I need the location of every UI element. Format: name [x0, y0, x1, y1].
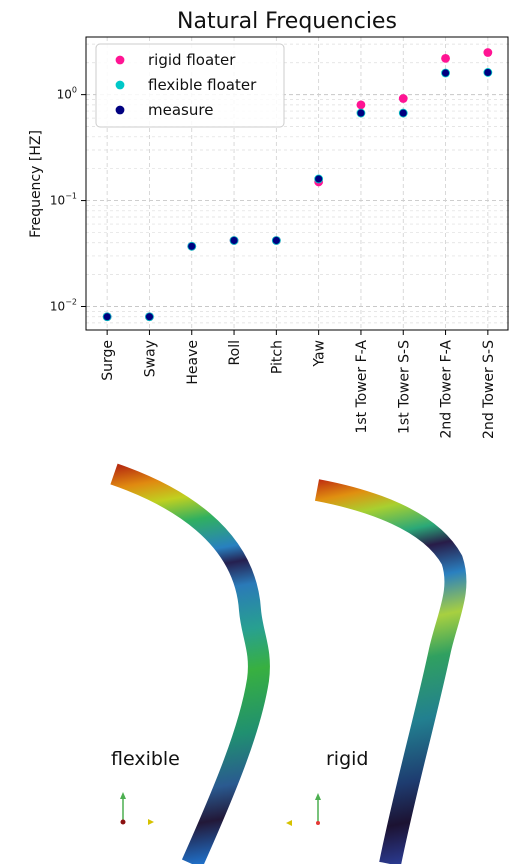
- rigid-label: rigid: [326, 748, 369, 770]
- chart-title: Natural Frequencies: [177, 9, 397, 34]
- x-tick-label: Surge: [100, 340, 116, 381]
- flexible-label: flexible: [111, 748, 180, 770]
- y-tick-label: 10−2: [50, 297, 77, 313]
- data-point: [188, 242, 196, 250]
- x-tick-label: 1st Tower F-A: [354, 340, 370, 434]
- data-point: [230, 236, 238, 245]
- x-tick-label: Roll: [227, 340, 243, 365]
- legend-marker: [115, 80, 125, 90]
- y-axis-label: Frequency [HZ]: [28, 130, 44, 238]
- axis-triad-rigid: [286, 793, 321, 826]
- data-point: [315, 175, 323, 183]
- data-point: [441, 69, 450, 77]
- rigid-mode-shape: [314, 479, 467, 864]
- data-marks: [102, 48, 493, 322]
- data-point: [103, 313, 111, 321]
- data-point: [441, 53, 450, 63]
- legend-box: [95, 43, 285, 128]
- x-tick-label: Heave: [185, 340, 201, 385]
- data-point: [484, 68, 492, 77]
- x-tick-label: Sway: [142, 340, 158, 377]
- plot-frame: [85, 36, 509, 331]
- y-tick-label: 100: [57, 86, 77, 102]
- data-point: [272, 236, 280, 245]
- data-point: [398, 94, 408, 103]
- data-point: [357, 109, 365, 117]
- data-point: [483, 48, 493, 57]
- flexible-mode-shape: [110, 463, 270, 864]
- data-point: [356, 100, 366, 110]
- legend-label: measure: [148, 101, 213, 119]
- legend-marker: [115, 105, 125, 115]
- x-tick-label: 2nd Tower F-A: [439, 340, 455, 439]
- data-point: [399, 109, 407, 117]
- x-tick-label: 2nd Tower S-S: [481, 340, 497, 439]
- data-point: [145, 313, 154, 321]
- grid: [86, 37, 509, 331]
- x-tick-label: Yaw: [312, 340, 328, 368]
- y-tick-label: 10−1: [50, 192, 77, 208]
- x-tick-label: Pitch: [269, 340, 285, 374]
- x-tick-label: 1st Tower S-S: [396, 340, 412, 434]
- legend-marker: [115, 55, 125, 65]
- axis-triad-flexible: [120, 792, 154, 825]
- legend: rigid floater flexible floater measure: [95, 43, 285, 128]
- mode-shape-rendering: [110, 463, 467, 864]
- legend-label: rigid floater: [148, 51, 236, 69]
- axes: 10−2 10−1 100 Surge Sway Heave Roll Pitch Yaw 1st…: [50, 36, 509, 439]
- legend-label: flexible floater: [148, 76, 257, 94]
- natural-frequencies-chart: 10−2 10−1 100 Surge Sway Heave Roll Pitch Yaw 1st…: [28, 9, 509, 439]
